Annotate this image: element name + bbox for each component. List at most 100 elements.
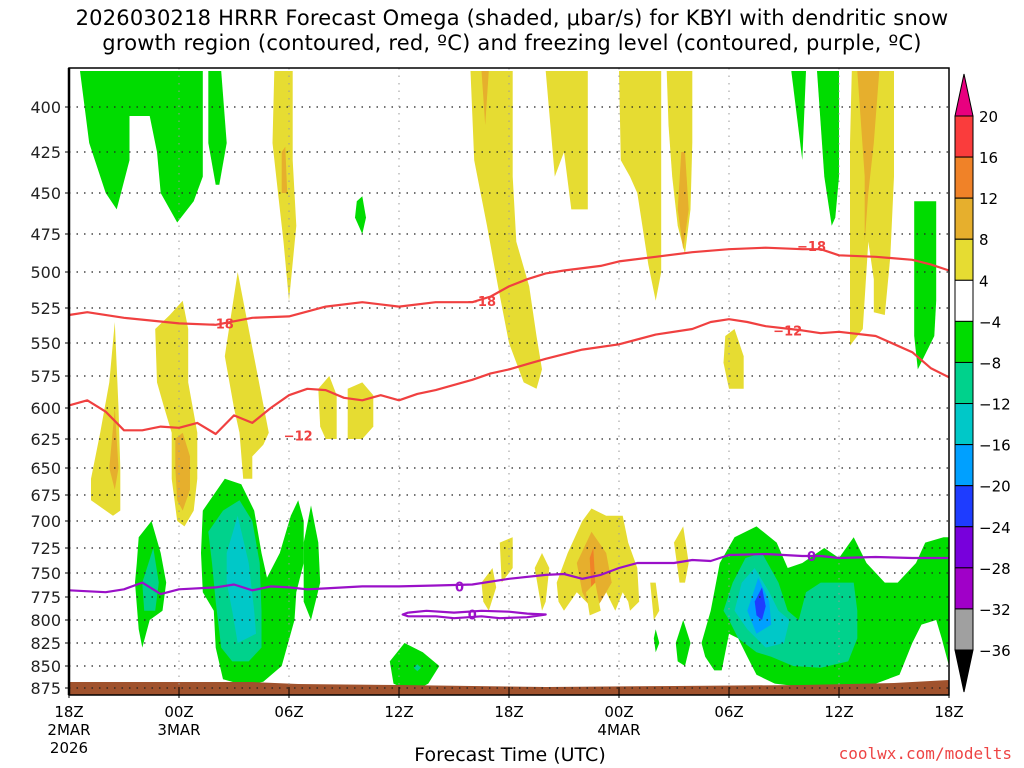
- contour-label: −12: [773, 324, 802, 339]
- omega-region-rising: [850, 71, 894, 346]
- source-credit: coolwx.com/modelts: [838, 744, 1012, 763]
- omega-region-sinking: [142, 548, 159, 611]
- omega-region-sinking: [791, 71, 806, 161]
- colorbar-swatch: [954, 567, 974, 610]
- omega-region-rising: [857, 71, 880, 242]
- contour-label: −18: [797, 240, 826, 255]
- x-tick-label: 18Z: [934, 703, 963, 721]
- x-tick-label: 00Z: [604, 703, 633, 721]
- y-tick-label: 775: [30, 588, 61, 607]
- contour-label: 0: [455, 580, 464, 595]
- omega-region-sinking: [80, 71, 203, 223]
- colorbar-swatch: [954, 485, 974, 528]
- colorbar-label: 4: [979, 272, 989, 290]
- x-tick-date: 2MAR: [47, 721, 90, 739]
- colorbar-swatch: [954, 526, 974, 569]
- colorbar-swatch: [954, 444, 974, 487]
- x-tick-year: 2026: [50, 739, 88, 757]
- omega-region-rising: [619, 71, 662, 301]
- contour-line: [68, 318, 950, 436]
- colorbar-label: −32: [979, 601, 1011, 619]
- colorbar-label: −28: [979, 560, 1011, 578]
- x-tick-label: 18Z: [494, 703, 523, 721]
- contour-line: [401, 609, 547, 620]
- omega-region-rising: [281, 146, 288, 193]
- colorbar-label: −12: [979, 396, 1011, 414]
- y-tick-label: 725: [30, 539, 61, 558]
- colorbar-lower-arrow: [954, 649, 974, 693]
- y-tick-label: 500: [30, 263, 61, 282]
- contour-line: [68, 246, 950, 326]
- omega-region-sinking: [303, 505, 321, 620]
- omega-region-sinking: [914, 201, 937, 370]
- omega-region-rising: [481, 71, 489, 125]
- x-tick-label: 06Z: [274, 703, 303, 721]
- colorbar-label: −8: [979, 354, 1001, 372]
- colorbar-label: −20: [979, 478, 1011, 496]
- colorbar-label: 8: [979, 231, 989, 249]
- omega-region-rising: [586, 582, 601, 616]
- colorbar-label: 16: [979, 149, 998, 167]
- y-tick-label: 675: [30, 486, 61, 505]
- omega-region-rising: [674, 526, 689, 583]
- omega-region-sinking: [355, 196, 366, 234]
- y-tick-label: 575: [30, 367, 61, 386]
- omega-region-sinking: [208, 71, 227, 185]
- omega-region-rising: [534, 553, 550, 611]
- x-tick-label: 06Z: [714, 703, 743, 721]
- omega-region-sinking: [653, 629, 660, 653]
- omega-region-sinking: [817, 71, 839, 226]
- omega-region-rising: [666, 71, 693, 254]
- omega-region-rising: [241, 420, 251, 468]
- y-tick-label: 750: [30, 564, 61, 583]
- omega-region-rising: [545, 71, 588, 210]
- x-tick-date: 3MAR: [157, 721, 200, 739]
- y-tick-label: 875: [30, 679, 61, 698]
- y-tick-label: 525: [30, 299, 61, 318]
- colorbar-swatch: [954, 279, 974, 322]
- chart-title: 2026030218 HRRR Forecast Omega (shaded, …: [0, 6, 1024, 56]
- colorbar: 20 16 12 8 4 −4 −8 −12 −16 −20 −24 −28 −32 −36: [954, 73, 1011, 693]
- colorbar-upper-arrow: [954, 73, 974, 117]
- omega-region-rising: [318, 376, 337, 439]
- omega-region-rising: [499, 537, 513, 583]
- y-tick-label: 550: [30, 334, 61, 353]
- y-tick-label: 625: [30, 430, 61, 449]
- omega-region-rising: [347, 382, 374, 439]
- chart-title-line-1: 2026030218 HRRR Forecast Omega (shaded, …: [75, 6, 949, 30]
- x-tick-label: 00Z: [164, 703, 193, 721]
- x-tick-date: 4MAR: [597, 721, 640, 739]
- omega-region-rising: [470, 71, 542, 389]
- omega-region-sinking: [413, 664, 421, 672]
- omega-region-rising: [91, 322, 121, 516]
- colorbar-swatch: [954, 115, 974, 158]
- x-tick-label: 12Z: [384, 703, 413, 721]
- y-tick-label: 600: [30, 399, 61, 418]
- y-tick-label: 425: [30, 143, 61, 162]
- omega-region-sinking: [754, 587, 766, 620]
- contour-label: −18: [467, 295, 496, 310]
- colorbar-swatch: [954, 608, 974, 651]
- colorbar-label: −16: [979, 437, 1011, 455]
- omega-region-rising: [677, 152, 689, 250]
- omega-region-rising: [224, 272, 269, 479]
- colorbar-label: −36: [979, 642, 1011, 660]
- colorbar-label: 12: [979, 190, 998, 208]
- omega-region-rising: [155, 300, 198, 527]
- x-tick-label: 12Z: [824, 703, 853, 721]
- y-tick-label: 450: [30, 184, 61, 203]
- chart-title-line-2: growth region (contoured, red, ºC) and f…: [102, 31, 922, 55]
- y-tick-label: 650: [30, 459, 61, 478]
- x-tick-label: 18Z: [54, 703, 83, 721]
- omega-region-rising: [175, 432, 190, 511]
- colorbar-swatch: [954, 156, 974, 199]
- y-tick-label: 850: [30, 657, 61, 676]
- colorbar-label: −4: [979, 313, 1001, 331]
- contour-label: −12: [284, 429, 313, 444]
- omega-region-rising: [723, 329, 744, 389]
- x-axis-title: Forecast Time (UTC): [414, 744, 606, 766]
- omega-region-rising: [481, 568, 497, 611]
- y-tick-label: 700: [30, 512, 61, 531]
